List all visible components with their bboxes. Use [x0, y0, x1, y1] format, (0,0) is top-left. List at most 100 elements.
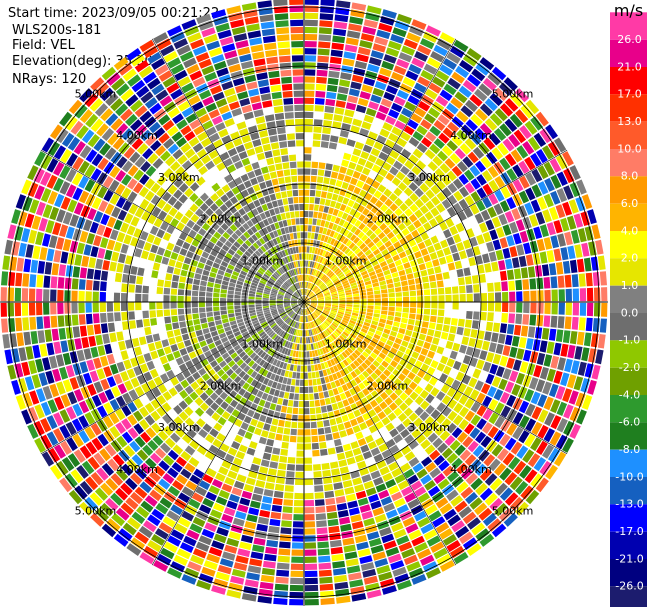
velocity-gate — [100, 482, 114, 496]
velocity-gate — [353, 258, 361, 265]
velocity-gate — [33, 420, 45, 436]
velocity-gate — [86, 324, 95, 336]
velocity-gate — [458, 85, 472, 98]
velocity-gate — [200, 280, 207, 287]
velocity-gate — [130, 537, 146, 550]
velocity-gate — [304, 464, 313, 471]
velocity-gate — [23, 331, 32, 346]
velocity-gate — [427, 267, 435, 276]
velocity-gate — [195, 387, 204, 396]
velocity-gate — [493, 389, 504, 401]
velocity-gate — [407, 371, 416, 381]
velocity-gate — [366, 220, 375, 229]
velocity-gate — [556, 171, 568, 186]
velocity-gate — [320, 234, 326, 242]
velocity-gate — [90, 472, 104, 486]
velocity-gate — [253, 335, 260, 342]
velocity-gate — [424, 113, 436, 124]
velocity-gate — [222, 231, 231, 240]
velocity-gate — [170, 561, 186, 573]
velocity-gate — [127, 401, 138, 413]
velocity-gate — [76, 242, 85, 255]
velocity-gate — [322, 288, 329, 293]
velocity-gate — [146, 360, 155, 371]
velocity-gate — [334, 330, 340, 337]
velocity-gate — [329, 351, 336, 358]
velocity-gate — [502, 224, 512, 236]
velocity-gate — [212, 502, 225, 513]
velocity-gate — [115, 507, 130, 521]
velocity-gate — [102, 260, 110, 271]
velocity-gate — [327, 360, 333, 368]
velocity-gate — [152, 333, 161, 342]
velocity-gate — [436, 249, 445, 258]
velocity-gate — [351, 342, 359, 349]
velocity-gate — [352, 447, 362, 456]
velocity-gate — [239, 98, 251, 107]
velocity-gate — [57, 315, 65, 327]
velocity-gate — [199, 202, 209, 212]
velocity-gate — [259, 130, 269, 138]
velocity-gate — [529, 278, 537, 290]
velocity-gate — [350, 234, 357, 242]
velocity-gate — [138, 525, 153, 539]
velocity-gate — [42, 357, 51, 371]
velocity-gate — [350, 81, 362, 90]
velocity-gate — [198, 228, 207, 237]
velocity-gate — [317, 280, 323, 287]
velocity-gate — [160, 44, 175, 57]
velocity-gate — [193, 125, 205, 136]
velocity-gate — [153, 236, 162, 246]
velocity-gate — [549, 431, 562, 446]
velocity-gate — [213, 288, 220, 293]
velocity-gate — [393, 321, 400, 328]
velocity-gate — [375, 268, 383, 274]
velocity-gate — [429, 315, 437, 323]
velocity-gate — [506, 324, 515, 335]
velocity-gate — [158, 460, 170, 472]
velocity-gate — [360, 562, 375, 571]
velocity-gate — [252, 252, 259, 260]
velocity-gate — [458, 394, 469, 406]
velocity-gate — [254, 223, 262, 231]
velocity-gate — [320, 597, 335, 605]
velocity-gate — [425, 25, 441, 37]
velocity-gate — [374, 290, 381, 295]
velocity-gate — [30, 259, 39, 273]
velocity-gate — [509, 221, 519, 234]
velocity-gate — [250, 463, 260, 472]
velocity-gate — [103, 189, 114, 202]
velocity-gate — [320, 141, 329, 149]
velocity-gate — [285, 264, 290, 271]
velocity-gate — [290, 211, 295, 218]
velocity-gate — [335, 371, 342, 379]
velocity-gate — [71, 314, 79, 326]
velocity-gate — [460, 486, 474, 499]
velocity-gate — [508, 456, 521, 470]
velocity-gate — [459, 406, 470, 418]
velocity-gate — [200, 213, 209, 222]
velocity-gate — [260, 321, 268, 327]
velocity-gate — [316, 326, 322, 333]
velocity-gate — [337, 337, 344, 344]
velocity-gate — [555, 329, 564, 342]
velocity-gate — [246, 572, 260, 581]
velocity-gate — [389, 428, 399, 438]
velocity-gate — [564, 316, 572, 330]
velocity-gate — [353, 236, 360, 244]
velocity-gate — [209, 326, 217, 332]
velocity-gate — [393, 276, 400, 283]
velocity-gate — [369, 341, 377, 348]
velocity-gate — [332, 305, 339, 308]
velocity-gate — [491, 376, 502, 388]
velocity-gate — [320, 191, 327, 199]
velocity-gate — [492, 322, 501, 333]
velocity-gate — [558, 302, 565, 315]
velocity-gate — [215, 472, 226, 482]
velocity-gate — [120, 302, 128, 311]
velocity-gate — [370, 205, 379, 214]
velocity-gate — [289, 255, 293, 262]
velocity-gate — [279, 330, 285, 337]
velocity-gate — [503, 77, 518, 92]
velocity-gate — [273, 105, 284, 114]
